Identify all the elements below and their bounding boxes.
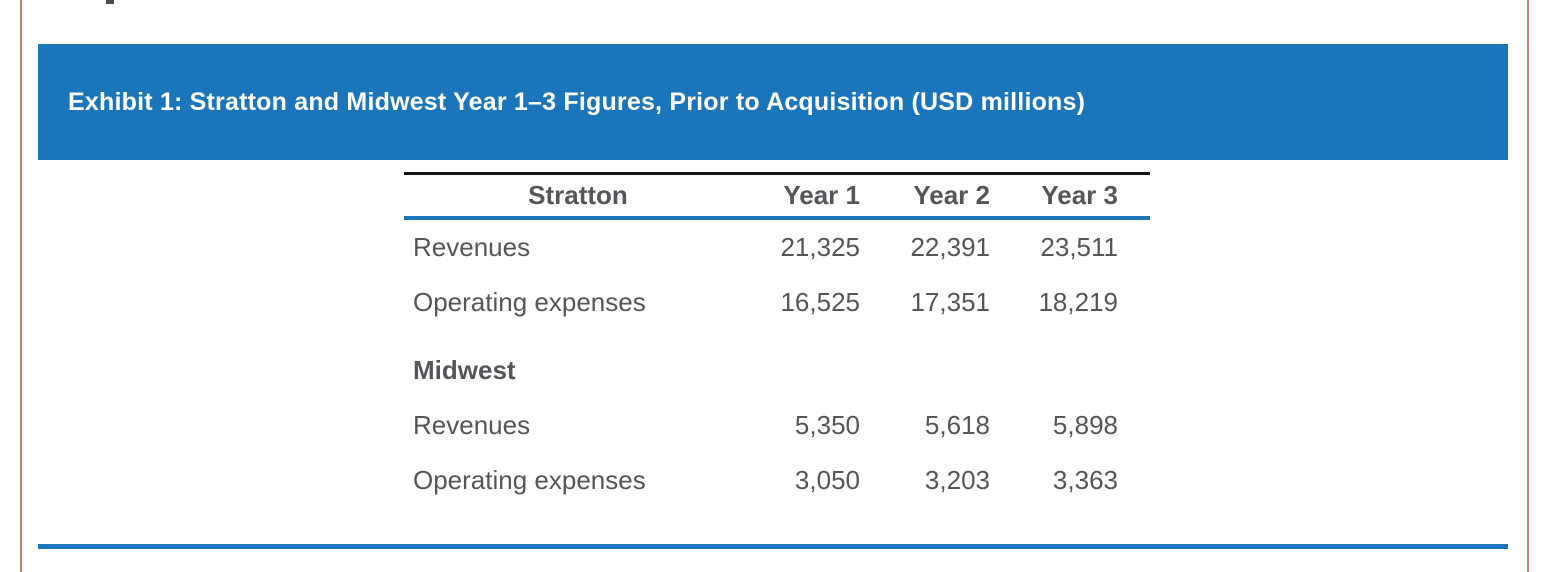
table-cell (990, 343, 1150, 398)
table-header-row: Stratton Year 1 Year 2 Year 3 (404, 172, 1150, 220)
table-cell: 16,525 (780, 287, 860, 317)
column-header-year3: Year 3 (990, 172, 1150, 220)
table-cell: 5,898 (1052, 410, 1118, 440)
table-cell: 3,203 (924, 465, 990, 495)
table-cell: 23,511 (1040, 232, 1118, 262)
row-label: Operating expenses (413, 287, 646, 317)
column-header-year1: Year 1 (752, 172, 860, 220)
table-row-midwest-revenues: Revenues 5,350 5,618 5,898 (404, 398, 1150, 453)
table-row-midwest-opex: Operating expenses 3,050 3,203 3,363 (404, 453, 1150, 508)
table-cell: 5,350 (794, 410, 860, 440)
exhibit-title: Exhibit 1: Stratton and Midwest Year 1–3… (68, 87, 1086, 116)
table-cell (860, 343, 990, 398)
bottom-rule (38, 544, 1508, 549)
table-cell: 3,363 (1052, 465, 1118, 495)
table-row-midwest-section: Midwest (404, 343, 1150, 398)
spacer-row (404, 330, 1150, 343)
table-cell: 22,391 (910, 232, 990, 262)
page-border-left (20, 0, 22, 572)
table-cell: 5,618 (924, 410, 990, 440)
cropped-text-fragment (106, 0, 114, 4)
table-cell: 17,351 (910, 287, 990, 317)
row-label: Operating expenses (413, 465, 646, 495)
table-cell (752, 343, 860, 398)
row-label: Revenues (413, 410, 531, 440)
table-cell: 18,219 (1038, 287, 1118, 317)
table-cell: 3,050 (794, 465, 860, 495)
figures-table: Stratton Year 1 Year 2 Year 3 Revenues 2… (404, 172, 1150, 508)
table-row-stratton-opex: Operating expenses 16,525 17,351 18,219 (404, 275, 1150, 330)
table-cell: 21,325 (780, 232, 860, 262)
table-row-stratton-revenues: Revenues 21,325 22,391 23,511 (404, 218, 1150, 275)
row-label: Revenues (413, 232, 531, 262)
column-header-year2: Year 2 (860, 172, 990, 220)
section-label-midwest: Midwest (413, 355, 516, 385)
column-header-stratton: Stratton (404, 172, 752, 220)
exhibit-header-bar: Exhibit 1: Stratton and Midwest Year 1–3… (38, 44, 1508, 160)
page-border-right (1527, 0, 1529, 572)
